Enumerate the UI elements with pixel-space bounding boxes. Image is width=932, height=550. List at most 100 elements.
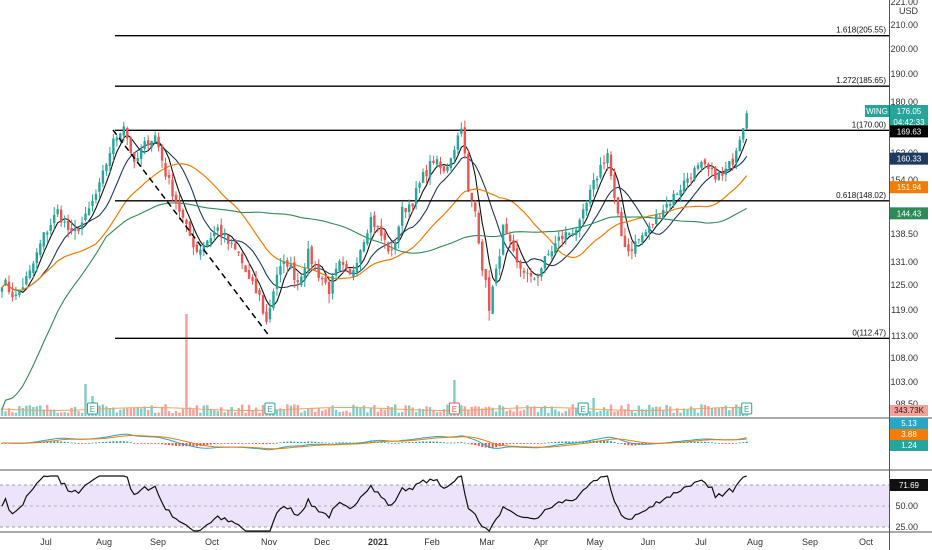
- candle-body: [703, 159, 707, 165]
- volume-bar: [505, 411, 508, 416]
- volume-bar: [310, 408, 313, 416]
- volume-bar: [300, 412, 303, 416]
- candle-body: [742, 128, 745, 140]
- candle-body: [613, 174, 616, 198]
- volume-bar: [707, 406, 710, 416]
- macd-value: 5.13: [901, 419, 917, 428]
- volume-bar: [244, 412, 247, 416]
- candle-body: [547, 253, 550, 255]
- volume-bar: [575, 407, 578, 416]
- volume-bar: [73, 406, 77, 416]
- macd-histogram-bar: [411, 442, 414, 443]
- candle-body: [167, 174, 171, 178]
- trend-line-drawing[interactable]: [112, 129, 271, 338]
- volume-bar: [421, 408, 425, 416]
- candle-body: [707, 163, 710, 170]
- candle-body: [453, 149, 456, 159]
- candle-body: [348, 269, 352, 275]
- candle-body: [206, 240, 209, 247]
- macd-histogram-bar: [81, 443, 84, 444]
- volume-bar: [178, 412, 181, 416]
- candle-body: [202, 244, 206, 252]
- fibonacci-levels[interactable]: 1.618(205.55) 1.272(185.65) 1(170.00) 0.618…: [115, 26, 889, 339]
- volume-bar: [717, 408, 721, 416]
- volume-bar: [181, 408, 185, 416]
- volume-bar: [345, 410, 348, 416]
- candle-body: [334, 268, 338, 276]
- candle-body: [98, 182, 101, 192]
- candle-body: [630, 249, 634, 252]
- candle-body: [543, 256, 547, 269]
- volume-bar: [355, 406, 359, 416]
- macd-histogram-bar: [227, 443, 230, 444]
- volume-bar: [390, 407, 393, 416]
- candle-body: [14, 294, 18, 297]
- candle-body: [634, 241, 637, 254]
- candle-body: [648, 225, 651, 233]
- volume-bar: [101, 404, 105, 416]
- macd-histogram-bar: [724, 443, 727, 444]
- candle-body: [637, 239, 641, 241]
- earnings-marker-label: E: [267, 405, 272, 414]
- candle-body: [314, 264, 317, 266]
- candle-body: [606, 153, 609, 164]
- time-tick-label: Mar: [479, 537, 495, 547]
- macd-histogram-bar: [119, 441, 122, 443]
- volume-bar: [359, 407, 362, 416]
- price-tick-label: 108.00: [890, 353, 918, 363]
- volume-bar: [668, 406, 672, 416]
- candle-body: [682, 180, 686, 193]
- candlesticks[interactable]: [0, 110, 748, 325]
- macd-histogram-bar: [571, 441, 574, 443]
- histogram-value: 1.24: [901, 441, 917, 450]
- macd-histogram-bar: [84, 442, 87, 444]
- candle-body: [136, 158, 139, 162]
- volume-bar: [498, 405, 501, 416]
- volume-bar: [561, 412, 564, 416]
- candle-body: [122, 126, 125, 136]
- earnings-marker-label: E: [452, 405, 457, 414]
- volume-bar: [293, 404, 296, 416]
- macd-histogram-bar: [150, 443, 153, 444]
- ticker-label: WING: [866, 107, 888, 116]
- macd-histogram-bar: [248, 443, 251, 444]
- macd-histogram-bar: [627, 443, 630, 446]
- macd-histogram-bar: [223, 443, 226, 444]
- macd-histogram-bar: [136, 443, 139, 444]
- macd-histogram-bar: [133, 443, 136, 444]
- candle-body: [303, 268, 306, 280]
- macd-histogram-bar: [349, 442, 351, 444]
- macd-histogram-bar: [495, 443, 498, 448]
- macd-histogram-bar: [338, 442, 341, 444]
- candle-body: [655, 214, 658, 225]
- macd-histogram-bar: [700, 441, 703, 443]
- candle-body: [668, 204, 672, 206]
- macd-histogram-bar: [742, 442, 745, 443]
- volume-bar: [286, 404, 289, 416]
- volume-bar: [394, 404, 397, 416]
- candle-body: [49, 224, 52, 231]
- candle-body: [265, 311, 268, 322]
- candle-body: [728, 161, 731, 169]
- macd-histogram-bar: [599, 440, 602, 443]
- candle-body: [616, 197, 620, 214]
- volume-bar: [32, 406, 35, 416]
- volume-bar: [606, 410, 609, 416]
- candle-body: [738, 139, 741, 152]
- macd-histogram-bar: [526, 443, 529, 444]
- volume-bar: [320, 410, 324, 416]
- volume-bar: [188, 407, 192, 416]
- volume-bar: [341, 411, 345, 416]
- candle-body: [286, 260, 289, 267]
- macd-histogram-bar: [105, 441, 108, 443]
- volume-bar: [157, 412, 160, 416]
- time-axis[interactable]: Jul Aug Sep Oct Nov Dec 2021 Feb Mar Apr May Jun Jul…: [40, 537, 873, 547]
- macd-histogram-bar: [241, 443, 244, 444]
- volume-bar: [380, 408, 383, 416]
- signal-badge: [890, 429, 928, 440]
- candle-body: [251, 277, 254, 281]
- volume-bar: [418, 408, 421, 416]
- volume-bar: [519, 411, 522, 416]
